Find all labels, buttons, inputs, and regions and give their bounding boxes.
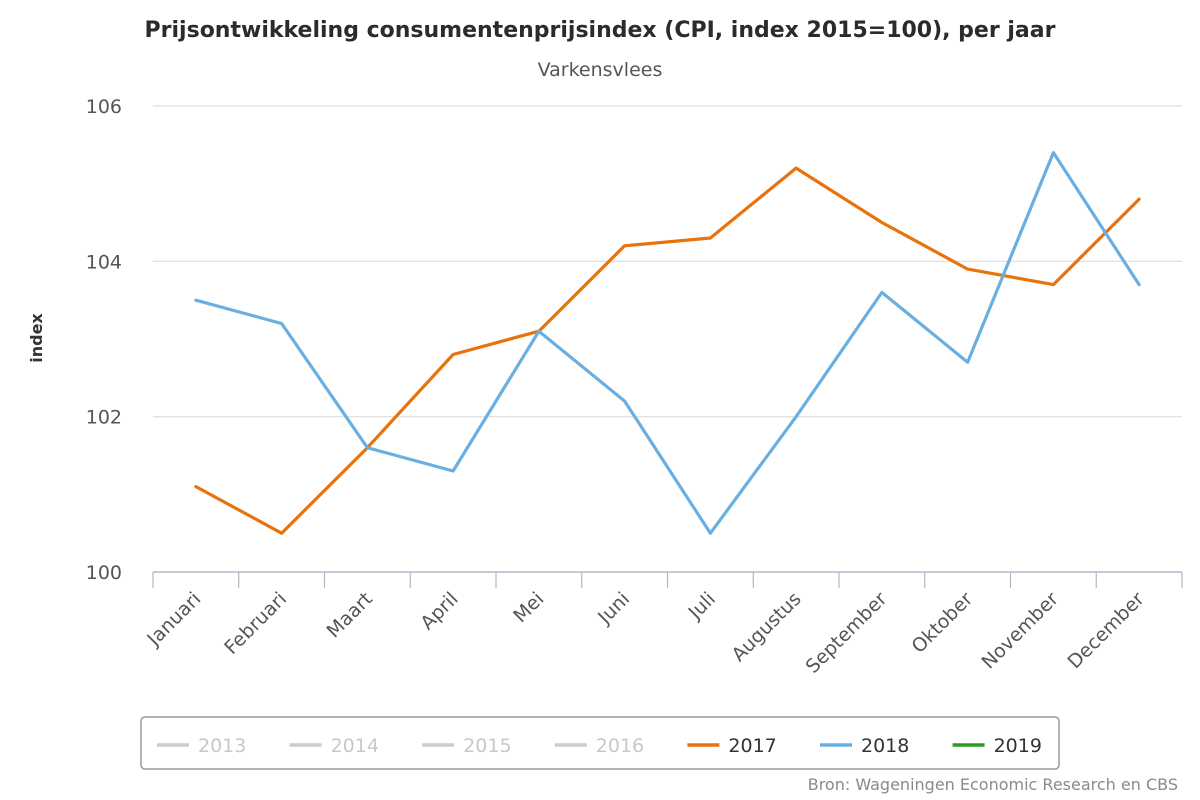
x-tick-label: September: [802, 588, 892, 678]
x-tick-label: Augustus: [728, 588, 806, 666]
legend-item-2016[interactable]: 2016: [596, 735, 644, 757]
x-tick-label: Mei: [509, 588, 548, 627]
y-tick-label: 106: [86, 96, 122, 118]
x-tick-label: December: [1063, 588, 1148, 673]
x-tick-label: Maart: [322, 588, 376, 642]
x-axis: Januari Februari Maart April Mei Juni Juli Augu…: [142, 571, 1183, 678]
x-tick-label: April: [416, 588, 462, 634]
y-tick-label: 104: [86, 251, 122, 273]
series-line-2017: [194, 166, 1141, 535]
x-tick-label: Januari: [142, 588, 205, 651]
legend-item-2018[interactable]: 2018: [861, 735, 909, 757]
x-tick-label: Juni: [593, 588, 634, 629]
legend: 2013 2014 2015 2016 2017 2018 2019: [140, 716, 1060, 770]
y-axis-label: index: [27, 313, 46, 363]
legend-item-2019[interactable]: 2019: [994, 735, 1042, 757]
y-tick-label: 102: [86, 407, 122, 429]
legend-item-2017[interactable]: 2017: [728, 735, 776, 757]
series-line-2018: [194, 151, 1141, 535]
x-tick-label: Oktober: [907, 588, 977, 658]
legend-item-2015[interactable]: 2015: [463, 735, 511, 757]
y-tick-label: 100: [86, 562, 122, 584]
chart-title: Prijsontwikkeling consumentenprijsindex …: [145, 18, 1056, 43]
chart-subtitle: Varkensvlees: [538, 59, 663, 81]
x-tick-label: Februari: [220, 588, 291, 659]
legend-item-2013[interactable]: 2013: [198, 735, 246, 757]
legend-box: [140, 716, 1060, 770]
series-lines: [194, 151, 1141, 535]
source-note: Bron: Wageningen Economic Research en CB…: [808, 775, 1178, 794]
grid: 100 102 104 106: [86, 96, 1182, 584]
legend-item-2014[interactable]: 2014: [331, 735, 379, 757]
x-tick-label: November: [977, 588, 1063, 674]
x-tick-label: Juli: [684, 588, 720, 624]
